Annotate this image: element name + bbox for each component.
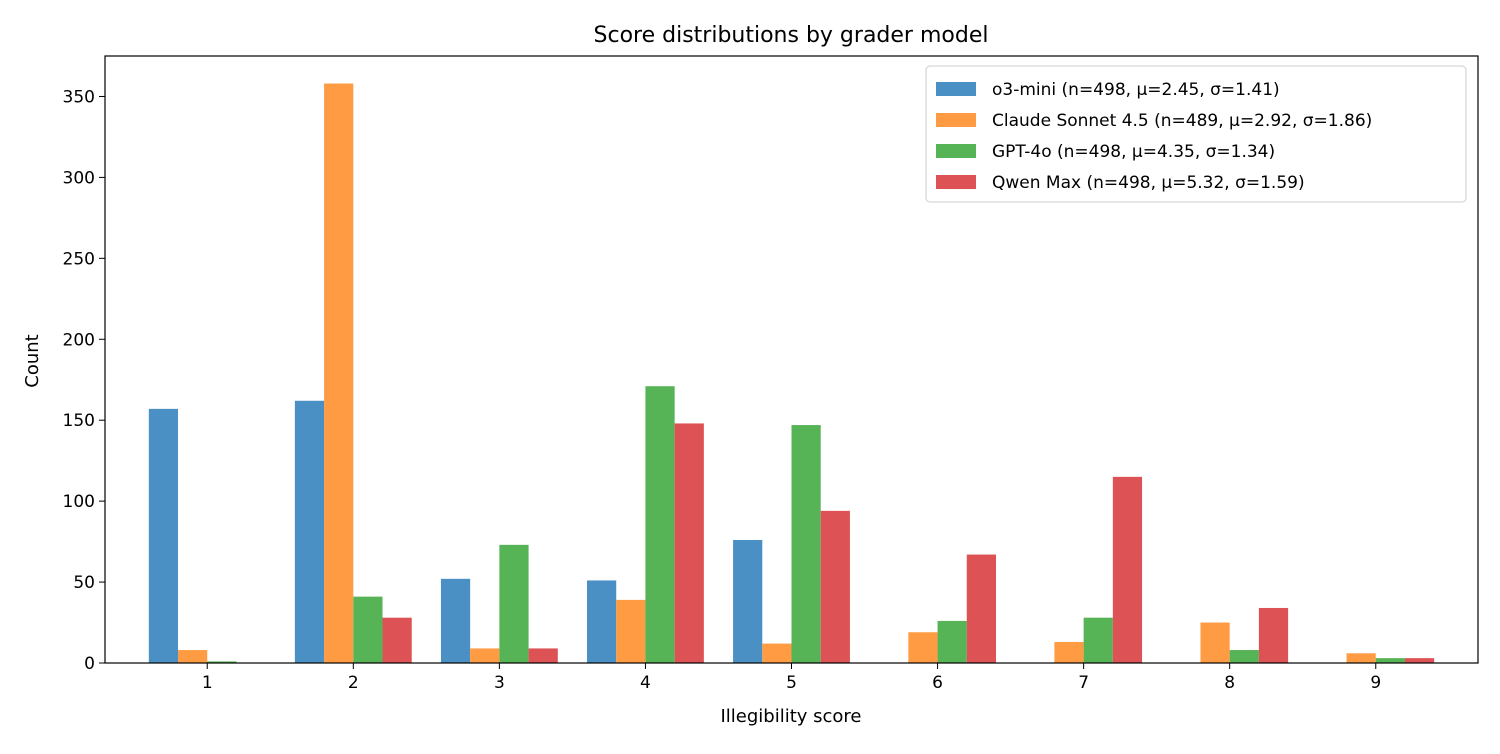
bar-series-3-cat-9 [1375, 658, 1405, 663]
legend: o3-mini (n=498, μ=2.45, σ=1.41) Claude So… [925, 65, 1467, 203]
legend-label-2: Claude Sonnet 4.5 (n=489, μ=2.92, σ=1.86… [992, 111, 1372, 131]
bar-series-1-cat-3 [440, 578, 471, 663]
legend-box [925, 65, 1467, 203]
bar-series-2-cat-4 [616, 599, 646, 663]
y-axis-label: Count [22, 334, 43, 387]
bar-series-1-cat-5 [733, 539, 763, 663]
bar-series-4-cat-9 [1404, 658, 1435, 663]
x-tick-label: 2 [348, 673, 359, 693]
bar-series-2-cat-5 [762, 643, 792, 663]
y-tick-label: 350 [63, 87, 95, 107]
bar-series-2-cat-3 [470, 648, 500, 663]
bars-layer [148, 83, 1435, 663]
bar-series-1-cat-1 [148, 408, 179, 663]
chart-title: Score distributions by grader model [594, 23, 989, 48]
y-tick-label: 50 [73, 573, 95, 593]
bar-series-2-cat-6 [908, 632, 938, 663]
bar-series-3-cat-4 [645, 386, 675, 663]
bar-series-2-cat-1 [178, 650, 208, 663]
bar-series-3-cat-3 [499, 544, 529, 663]
legend-label-1: o3-mini (n=498, μ=2.45, σ=1.41) [992, 80, 1280, 100]
bar-series-1-cat-2 [294, 400, 325, 663]
legend-label-4: Qwen Max (n=498, μ=5.32, σ=1.59) [992, 173, 1305, 193]
axes-layer: 0 50 100 150 200 250 300 350 1 2 3 4 5 6 7 8 9 [63, 55, 1479, 693]
bar-series-3-cat-1 [207, 661, 237, 663]
x-tick-label: 5 [786, 673, 797, 693]
x-tick-label: 7 [1078, 673, 1089, 693]
y-tick-label: 150 [63, 411, 95, 431]
bar-series-4-cat-2 [382, 617, 412, 663]
bar-series-2-cat-9 [1346, 653, 1376, 663]
bar-series-4-cat-4 [674, 423, 704, 663]
x-tick-label: 1 [202, 673, 213, 693]
x-tick-label: 6 [932, 673, 943, 693]
y-tick-label: 100 [63, 492, 95, 512]
bar-series-4-cat-7 [1112, 476, 1143, 663]
bar-series-3-cat-6 [937, 620, 967, 663]
y-tick-label: 200 [63, 330, 95, 350]
x-tick-label: 3 [494, 673, 505, 693]
legend-swatch-3 [936, 144, 976, 158]
bar-series-4-cat-3 [528, 648, 558, 663]
legend-swatch-4 [936, 175, 976, 189]
bar-series-3-cat-2 [353, 596, 383, 663]
bar-series-2-cat-7 [1054, 641, 1084, 663]
bar-series-4-cat-6 [966, 554, 996, 663]
bar-series-3-cat-5 [791, 425, 821, 663]
legend-swatch-2 [936, 113, 976, 127]
y-tick-label: 0 [84, 654, 95, 674]
x-tick-label: 4 [640, 673, 651, 693]
y-tick-label: 250 [63, 249, 95, 269]
x-tick-label: 8 [1224, 673, 1235, 693]
legend-label-3: GPT-4o (n=498, μ=4.35, σ=1.34) [992, 142, 1275, 162]
bar-series-4-cat-5 [820, 510, 850, 663]
bar-series-2-cat-2 [324, 83, 354, 663]
bar-series-1-cat-4 [587, 580, 617, 663]
bar-series-3-cat-7 [1083, 617, 1113, 663]
x-axis-label: Illegibility score [720, 706, 861, 727]
y-tick-label: 300 [63, 168, 95, 188]
bar-series-3-cat-8 [1229, 650, 1259, 663]
x-tick-label: 9 [1370, 673, 1381, 693]
legend-swatch-1 [936, 82, 976, 96]
bar-series-4-cat-8 [1258, 607, 1289, 663]
bar-series-2-cat-8 [1200, 622, 1230, 663]
